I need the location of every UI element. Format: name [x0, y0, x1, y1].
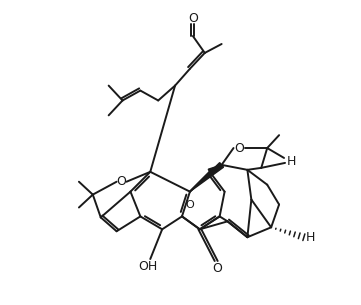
- Text: O: O: [213, 262, 223, 275]
- Polygon shape: [208, 165, 222, 174]
- Text: O: O: [186, 199, 194, 210]
- Text: OH: OH: [139, 260, 158, 274]
- Text: O: O: [235, 142, 244, 155]
- Text: H: H: [286, 156, 296, 168]
- Text: O: O: [117, 175, 126, 188]
- Text: H: H: [306, 231, 316, 244]
- Text: O: O: [188, 12, 198, 25]
- Polygon shape: [190, 163, 223, 192]
